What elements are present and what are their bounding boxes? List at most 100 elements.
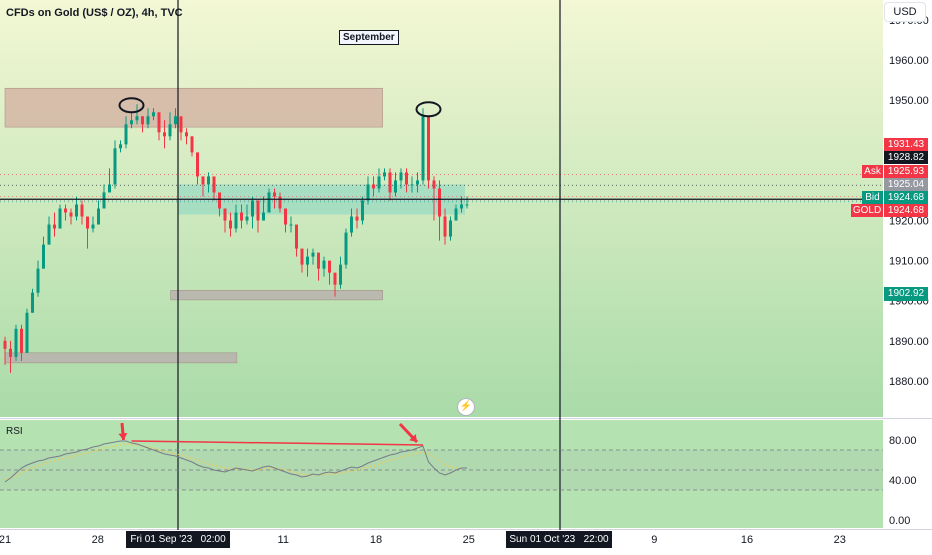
candle-body — [47, 224, 51, 245]
candle-body — [262, 212, 265, 221]
candle-body — [427, 116, 430, 181]
candle-body — [25, 312, 29, 353]
candle-body — [201, 176, 205, 185]
candle-body — [322, 260, 326, 269]
candle-body — [256, 200, 260, 221]
candle-body — [311, 252, 315, 257]
candle-body — [240, 212, 243, 221]
candle-body — [350, 216, 353, 233]
candle-body — [130, 120, 133, 125]
currency-button[interactable]: USD — [885, 3, 925, 21]
candle-body — [339, 264, 342, 285]
swing-high-circle — [118, 97, 145, 114]
candle-body — [108, 184, 111, 193]
swing-high-circle — [415, 101, 442, 118]
crosshair-time-left: Fri 01 Sep '23 02:00 — [126, 531, 230, 548]
candle-body — [36, 268, 40, 293]
candle-body — [3, 340, 7, 349]
candle-body — [196, 152, 199, 177]
candle-body — [58, 208, 62, 229]
y-tick-label: 1890.00 — [889, 336, 929, 348]
candle-body — [229, 220, 232, 229]
candle-body — [146, 116, 150, 125]
supply-demand-zone — [170, 290, 383, 301]
candle-body — [295, 224, 298, 249]
target-price-tag: 1902.92 — [884, 287, 928, 301]
candle-body — [53, 224, 56, 229]
candle-body — [234, 212, 238, 229]
candle-body — [278, 196, 282, 209]
candle-body — [113, 148, 117, 185]
candle-body — [421, 116, 425, 181]
candle-body — [190, 136, 194, 153]
candle-body — [317, 252, 320, 269]
rsi-line — [4, 440, 467, 483]
candle-body — [9, 348, 12, 357]
candle-body — [443, 216, 447, 237]
x-tick-label: 23 — [834, 534, 846, 546]
y-tick-label: 1960.00 — [889, 55, 929, 67]
x-tick-label: 11 — [278, 534, 289, 546]
candle-body — [377, 176, 381, 189]
ask-tag: Ask — [862, 165, 883, 178]
x-tick-label: 16 — [741, 534, 753, 546]
candle-body — [163, 132, 166, 137]
candle-body — [152, 112, 155, 117]
candle-body — [168, 124, 172, 137]
candle-body — [410, 184, 414, 186]
rsi-signal-line — [4, 443, 467, 481]
rsi-divergence-line — [131, 440, 424, 446]
x-tick-label: 9 — [651, 534, 657, 546]
candle-body — [75, 204, 78, 217]
candle-body — [416, 180, 419, 185]
candle-body — [251, 200, 254, 217]
y-tick-label: 1920.00 — [889, 216, 929, 228]
candle-body — [344, 232, 348, 265]
candle-body — [185, 132, 188, 137]
candle-body — [31, 292, 34, 313]
rsi-label: RSI — [6, 426, 23, 437]
supply-demand-zone — [4, 87, 383, 128]
divergence-arrow-head — [118, 433, 128, 440]
replay-icon[interactable]: ⚡ — [457, 398, 475, 416]
candle-body — [333, 272, 337, 285]
candle-body — [141, 116, 144, 125]
candle-body — [438, 188, 441, 217]
candle-body — [135, 116, 139, 121]
candle-body — [328, 260, 331, 273]
divergence-arrow-head — [409, 434, 417, 442]
candle-body — [124, 124, 128, 145]
candle-body — [460, 204, 463, 209]
price-axis-background — [883, 0, 932, 550]
candle-body — [449, 220, 452, 237]
candle-body — [284, 208, 287, 225]
candle-body — [405, 172, 408, 185]
candle-body — [383, 172, 386, 177]
candle-body — [372, 184, 375, 189]
candle-body — [14, 328, 18, 357]
candle-body — [306, 256, 309, 265]
month-label: September — [339, 30, 399, 45]
x-tick-label: 21 — [0, 534, 11, 546]
supply-demand-zone — [4, 352, 238, 364]
x-tick-label: 28 — [92, 534, 104, 546]
crosshair-time-right: Sun 01 Oct '23 22:00 — [506, 531, 612, 548]
bid-price-tag: 1924.68 — [884, 191, 928, 204]
x-tick-label: 25 — [463, 534, 475, 546]
candle-body — [366, 184, 370, 201]
ask-price-tag: 1925.93 — [884, 165, 928, 178]
rsi-level-label: 0.00 — [889, 515, 910, 527]
candle-body — [69, 212, 73, 217]
candle-body — [174, 116, 177, 125]
price-tag-1925: 1925.04 — [884, 178, 928, 191]
candle-body — [432, 180, 436, 189]
candle-body — [223, 208, 227, 221]
price-tag-1928: 1928.82 — [884, 151, 928, 164]
candle-body — [218, 192, 221, 209]
symbol-tag: GOLD — [851, 204, 883, 217]
rsi-level-label: 80.00 — [889, 435, 917, 447]
candle-body — [64, 208, 67, 213]
candle-body — [119, 144, 122, 149]
